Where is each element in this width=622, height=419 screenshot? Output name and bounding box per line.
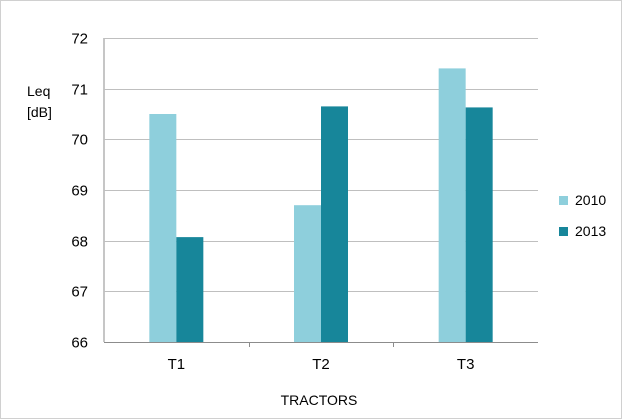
x-tick-label: T1 (168, 356, 186, 373)
y-tick-label: 69 (71, 183, 88, 200)
bar-T2-2010 (294, 205, 321, 342)
y-tick-label: 66 (71, 335, 88, 352)
legend-label-2010: 2010 (575, 192, 606, 208)
bar-T1-2013 (176, 237, 204, 342)
y-tick-label: 67 (71, 284, 88, 301)
x-axis-title: TRACTORS (281, 392, 358, 408)
legend-label-2013: 2013 (575, 223, 606, 239)
x-tick-label: T3 (457, 356, 475, 373)
bar-T3-2013 (465, 107, 493, 342)
x-tick-label: T2 (312, 356, 330, 373)
y-tick-label: 70 (71, 132, 88, 149)
y-tick-label: 68 (71, 234, 88, 251)
bar-T3-2010 (438, 68, 466, 343)
y-tick-labels: 66 67 68 69 70 71 72 (71, 31, 88, 352)
bars (149, 68, 493, 343)
y-tick-label: 72 (71, 31, 88, 48)
y-axis-title-line-2: [dB] (27, 104, 52, 120)
x-tick-labels: T1 T2 T3 (168, 356, 475, 373)
legend: 2010 2013 (559, 192, 606, 239)
y-axis-title-line-1: Leq (27, 83, 50, 99)
legend-swatch-2013 (559, 227, 568, 236)
y-tick-label: 71 (71, 82, 88, 99)
bar-T2-2013 (321, 106, 348, 343)
bar-T1-2010 (149, 114, 177, 342)
legend-swatch-2010 (559, 196, 568, 205)
